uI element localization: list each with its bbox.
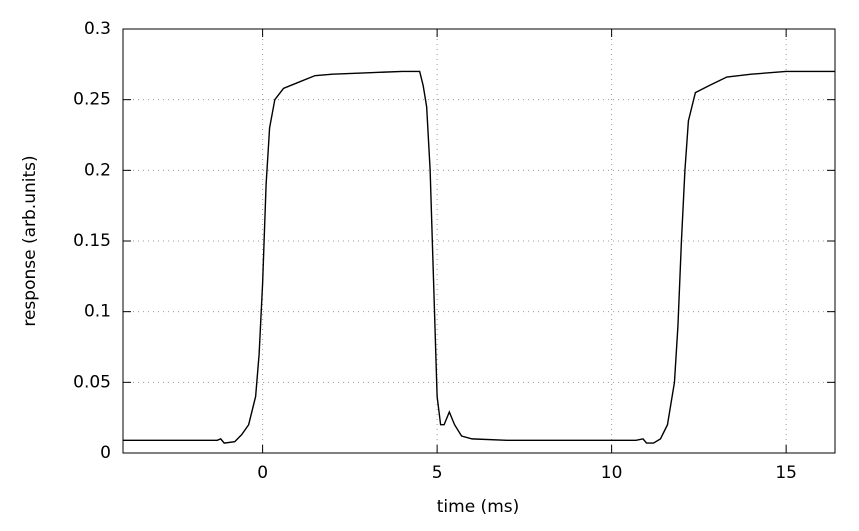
x-tick-label: 10 <box>601 463 623 483</box>
x-tick-label: 0 <box>257 463 268 483</box>
y-tick-label: 0.3 <box>84 19 111 39</box>
x-tick-label: 15 <box>775 463 797 483</box>
plot-frame <box>122 28 836 454</box>
y-tick-label: 0.05 <box>73 372 111 392</box>
y-tick-label: 0.15 <box>73 231 111 251</box>
x-axis-label: time (ms) <box>437 497 520 517</box>
y-axis-label: response (arb.units) <box>20 155 40 326</box>
y-tick-label: 0.25 <box>73 90 111 110</box>
y-tick-label: 0.1 <box>84 302 111 322</box>
y-tick-label: 0.2 <box>84 160 111 180</box>
x-tick-label: 5 <box>432 463 443 483</box>
y-tick-label: 0 <box>100 443 111 463</box>
data-line <box>123 70 835 444</box>
